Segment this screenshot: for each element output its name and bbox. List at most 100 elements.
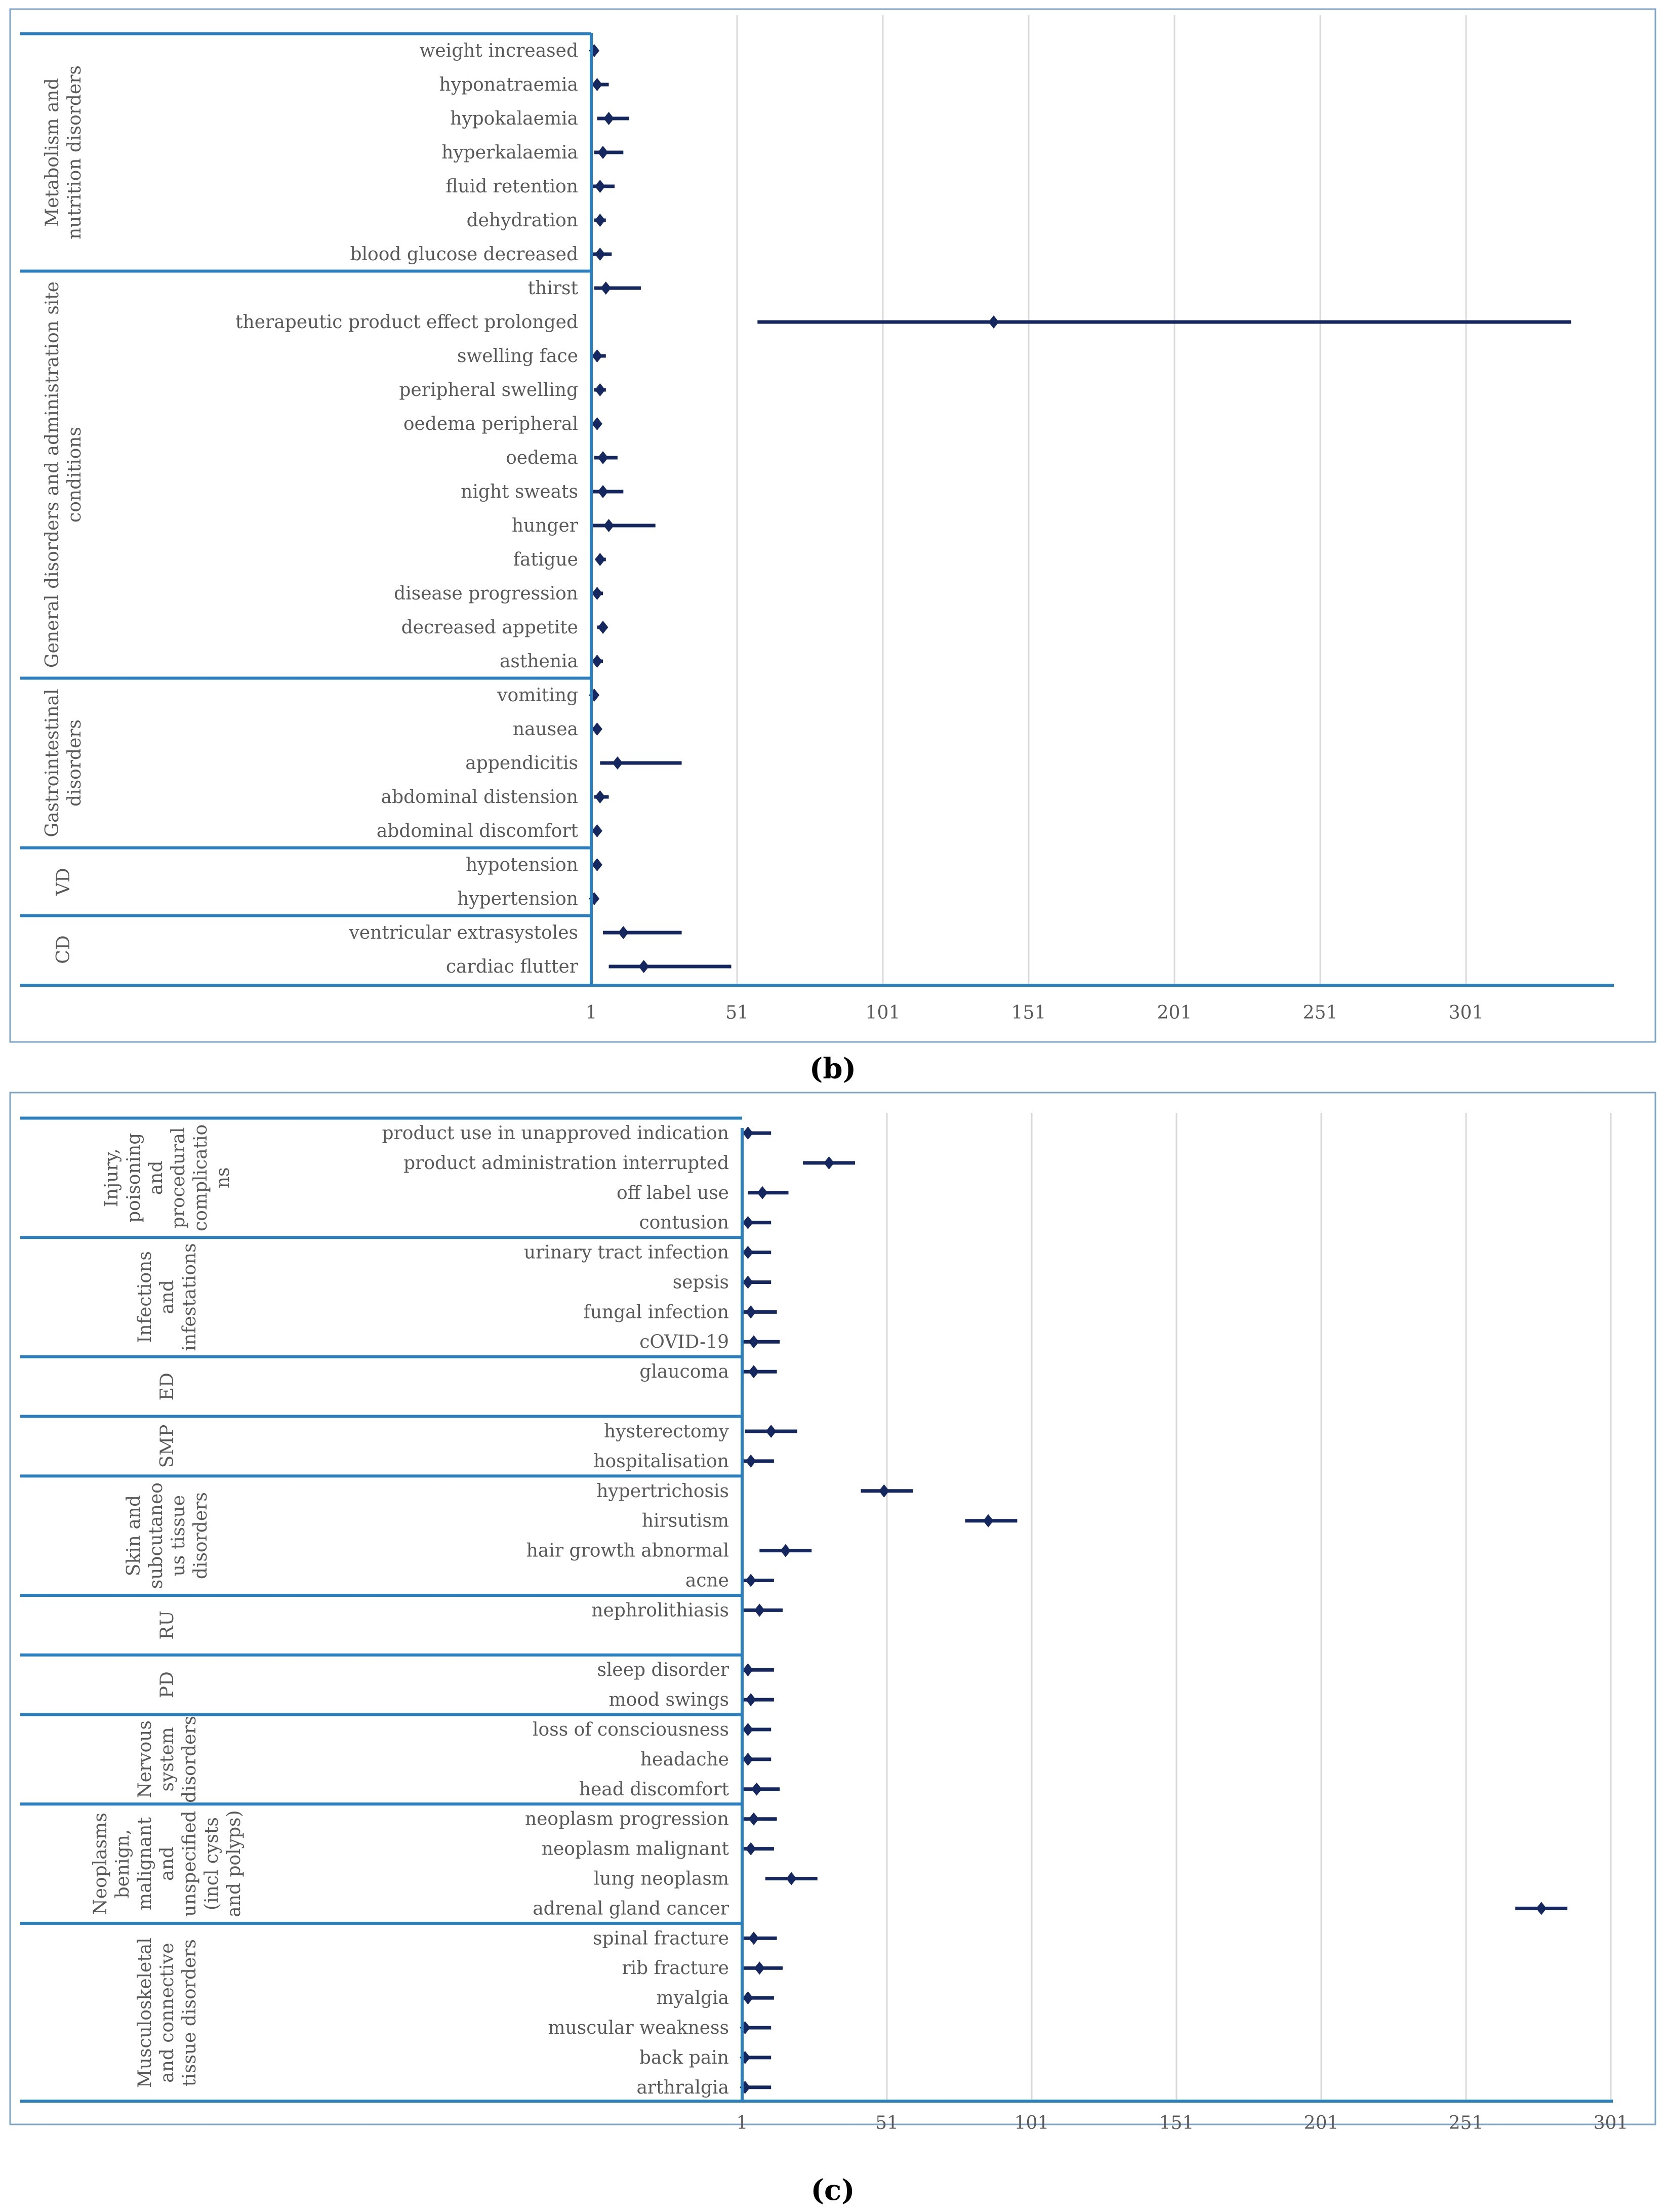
row-label: headache xyxy=(640,1749,729,1770)
group-label: ED xyxy=(157,1373,178,1400)
row-label: product use in unapproved indication xyxy=(382,1123,729,1144)
estimate-marker xyxy=(603,519,614,532)
x-tick-label: 1 xyxy=(737,2113,748,2134)
x-tick-label: 51 xyxy=(725,1002,749,1023)
group-label: PD xyxy=(157,1671,178,1698)
group-label-line: benign, xyxy=(112,1829,133,1899)
group-label-line: Nervous xyxy=(135,1720,155,1798)
group-label-line: complicatio xyxy=(190,1124,211,1231)
row-label: ventricular extrasystoles xyxy=(349,922,578,943)
row-label: hospitalisation xyxy=(593,1451,729,1472)
estimate-marker xyxy=(592,417,602,430)
group-label-line: conditions xyxy=(64,427,85,522)
row-label: hyperkalaemia xyxy=(441,142,578,163)
row-label: muscular weakness xyxy=(548,2018,729,2038)
row-label: product administration interrupted xyxy=(403,1153,729,1174)
row-label: blood glucose decreased xyxy=(350,244,578,265)
group-label-line: and xyxy=(157,1846,178,1881)
row-label: vomiting xyxy=(497,685,578,706)
row-label: hypokalaemia xyxy=(450,108,578,129)
row-label: hypertrichosis xyxy=(596,1481,729,1502)
group-label-line: Infections xyxy=(135,1251,155,1343)
x-tick-label: 251 xyxy=(1449,2113,1484,2134)
x-tick-label: 151 xyxy=(1159,2113,1194,2134)
x-tick-label: 201 xyxy=(1304,2113,1339,2134)
estimate-marker xyxy=(748,1932,759,1945)
row-label: hypotension xyxy=(466,855,578,875)
row-label: disease progression xyxy=(394,583,578,604)
row-label: oedema xyxy=(506,448,578,468)
estimate-marker xyxy=(592,78,602,91)
estimate-marker xyxy=(743,1245,753,1259)
row-label: acne xyxy=(685,1571,729,1591)
row-label: head discomfort xyxy=(579,1779,729,1800)
estimate-marker xyxy=(743,1127,753,1140)
group-label-line: and xyxy=(157,1280,178,1314)
estimate-marker xyxy=(743,1991,753,2005)
group-label-line: ED xyxy=(157,1373,178,1400)
x-tick-label: 51 xyxy=(875,2113,899,2134)
estimate-marker xyxy=(600,281,612,295)
estimate-marker xyxy=(824,1156,834,1170)
group-label-line: disorders xyxy=(64,719,85,807)
row-label: lung neoplasm xyxy=(594,1869,729,1889)
estimate-marker xyxy=(592,824,602,837)
row-label: back pain xyxy=(639,2047,729,2068)
estimate-marker xyxy=(743,1216,753,1229)
row-label: oedema peripheral xyxy=(403,414,578,434)
estimate-marker xyxy=(786,1872,797,1885)
estimate-marker xyxy=(754,1961,765,1975)
estimate-marker xyxy=(597,485,608,498)
row-label: weight increased xyxy=(420,41,578,61)
group-label-line: and connective xyxy=(157,1943,178,2082)
row-label: adrenal gland cancer xyxy=(533,1898,729,1919)
group-label: General disorders and administration sit… xyxy=(42,281,85,668)
row-label: sleep disorder xyxy=(597,1660,729,1680)
estimate-marker xyxy=(743,1663,753,1677)
row-label: hyponatraemia xyxy=(439,74,578,95)
group-label: RU xyxy=(157,1611,178,1639)
estimate-marker xyxy=(603,112,614,125)
group-label-line: disorders xyxy=(190,1492,211,1579)
row-label: off label use xyxy=(617,1183,729,1203)
row-label: neoplasm malignant xyxy=(542,1839,729,1860)
group-label-line: (incl cysts xyxy=(201,1817,222,1910)
group-label: CD xyxy=(53,935,74,963)
x-tick-label: 251 xyxy=(1303,1002,1338,1023)
row-label: cOVID-19 xyxy=(639,1332,729,1352)
row-label: abdominal distension xyxy=(381,787,578,808)
estimate-marker xyxy=(743,1752,753,1766)
row-label: sepsis xyxy=(673,1272,729,1293)
estimate-marker xyxy=(597,621,608,634)
group-label: Neoplasmsbenign,malignantandunspecified(… xyxy=(90,1810,245,1917)
x-tick-label: 301 xyxy=(1594,2113,1629,2134)
estimate-marker xyxy=(592,858,602,871)
estimate-marker xyxy=(612,756,623,770)
row-label: spinal fracture xyxy=(593,1928,729,1949)
row-label: nausea xyxy=(513,719,578,740)
row-label: therapeutic product effect prolonged xyxy=(235,312,578,333)
group-label: Injury,poisoningandproceduralcomplicatio… xyxy=(101,1124,233,1231)
figure-caption: (c) xyxy=(810,2174,855,2207)
group-label-line: CD xyxy=(53,935,74,963)
group-label-line: subcutaneo xyxy=(146,1482,167,1589)
estimate-marker xyxy=(618,926,629,939)
row-label: hair growth abnormal xyxy=(526,1541,729,1561)
group-label-line: infestations xyxy=(179,1243,200,1351)
estimate-marker xyxy=(988,315,999,329)
group-label-line: Musculoskeletal xyxy=(135,1938,155,2088)
row-label: glaucoma xyxy=(639,1361,729,1382)
row-label: myalgia xyxy=(657,1988,729,2008)
group-label-line: Neoplasms xyxy=(90,1813,111,1915)
estimate-marker xyxy=(592,349,602,363)
row-label: abdominal discomfort xyxy=(377,821,579,841)
group-label-line: system xyxy=(157,1727,178,1791)
group-label-line: SMP xyxy=(157,1425,178,1468)
estimate-marker xyxy=(594,553,605,566)
group-label-line: PD xyxy=(157,1671,178,1698)
estimate-marker xyxy=(878,1484,889,1498)
row-label: dehydration xyxy=(467,210,578,231)
estimate-marker xyxy=(748,1335,759,1349)
